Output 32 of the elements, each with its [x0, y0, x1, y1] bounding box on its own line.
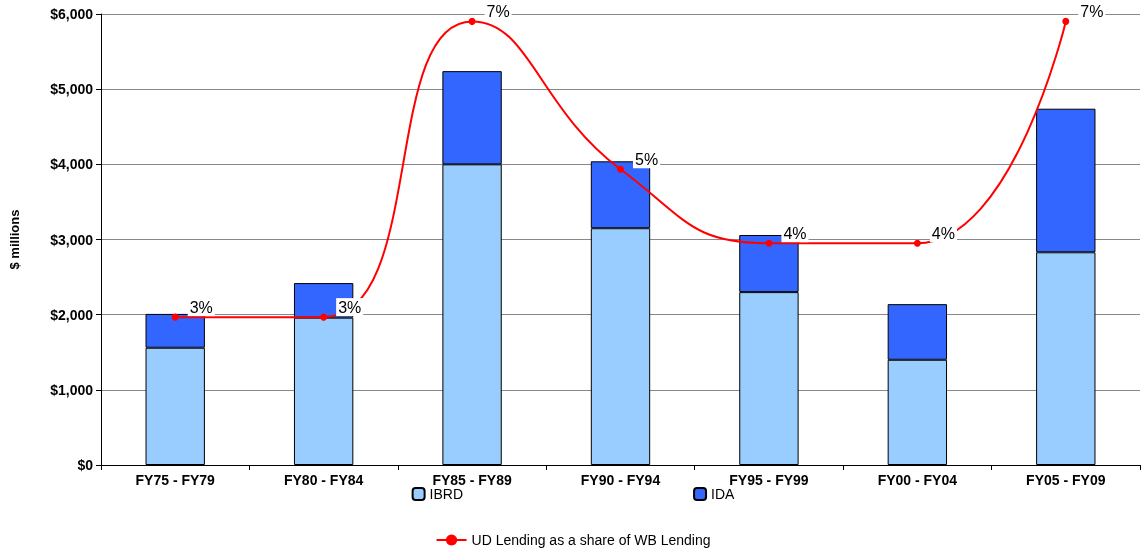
x-tick-label: FY90 - FY94 [580, 472, 661, 488]
point [320, 313, 328, 321]
point [468, 17, 476, 25]
point [913, 239, 921, 247]
data-label: 7% [1080, 2, 1104, 20]
y-tick-label: $6,000 [50, 6, 94, 22]
data-label: 3% [189, 298, 213, 316]
x-tick-label: FY80 - FY84 [283, 472, 364, 488]
y-tick-label: $5,000 [50, 81, 94, 98]
legend-label: IBRD [429, 486, 464, 502]
x-tick-label: FY05 - FY09 [1026, 472, 1106, 488]
x-tick-label: FY75 - FY79 [135, 472, 216, 488]
data-label: 5% [635, 150, 659, 168]
y-tick-label: $2,000 [50, 306, 94, 323]
data-label: 4% [931, 224, 955, 242]
point [617, 165, 624, 173]
point [1062, 17, 1070, 25]
y-tick-label: $0 [77, 457, 94, 473]
legend-label: IDA [711, 486, 736, 502]
point [171, 313, 179, 321]
x-tick-label: FY00 - FY04 [877, 472, 958, 488]
y-tick-label: $3,000 [50, 231, 94, 248]
data-label: 3% [338, 298, 362, 316]
x-tick-label: FY85 - FY89 [432, 472, 512, 488]
data-label: 4% [783, 224, 807, 242]
x-tick-label: FY95 - FY99 [729, 472, 809, 488]
y-tick-label: $1,000 [50, 381, 94, 398]
data-label: 7% [486, 2, 510, 20]
y-tick-label: $4,000 [50, 156, 94, 173]
y-axis-title: $ millions [7, 209, 22, 270]
point [765, 239, 773, 247]
legend-label: UD Lending as a share of WB Lending [471, 532, 711, 548]
